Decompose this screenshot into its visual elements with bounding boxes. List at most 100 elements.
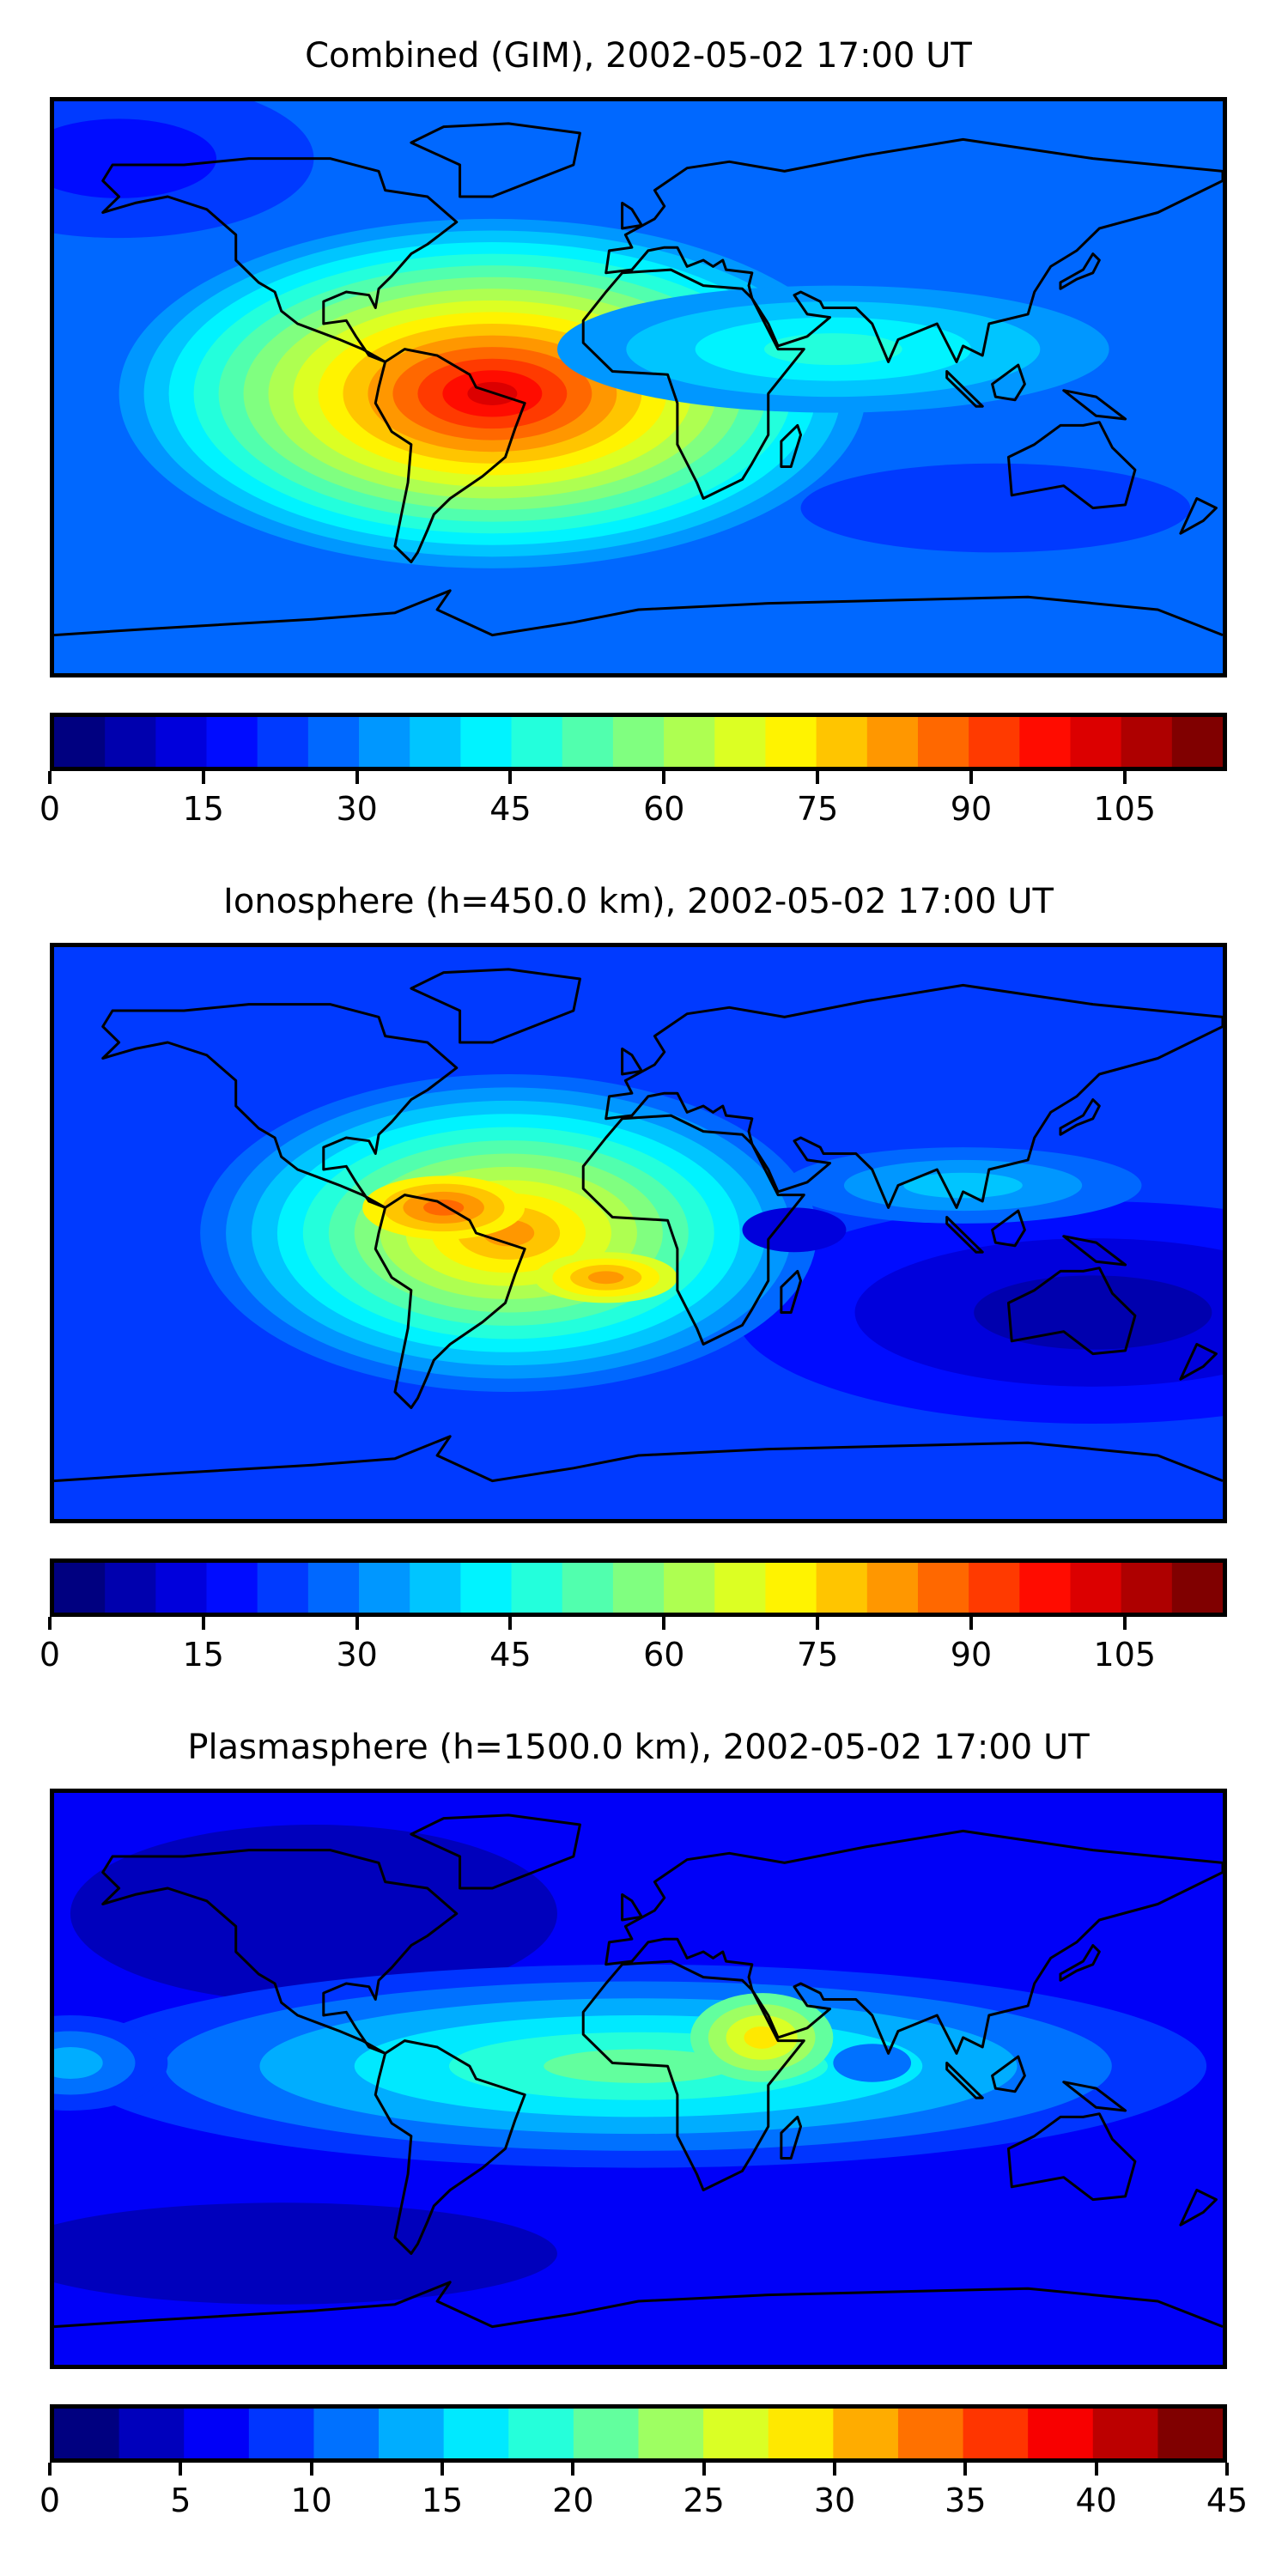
coastline-madagascar <box>781 1271 801 1312</box>
colorbar-segment <box>307 1563 360 1613</box>
contour-level <box>54 2047 103 2079</box>
colorbar-segment <box>612 1563 665 1613</box>
coastline-new-guinea <box>1064 2082 1126 2111</box>
colorbar-segment <box>1171 1563 1223 1613</box>
colorbar-tick <box>816 771 820 784</box>
panel-plasmasphere: Plasmasphere (h=1500.0 km), 2002-05-02 1… <box>0 1692 1288 2537</box>
colorbar-segment <box>562 717 614 767</box>
map-svg <box>54 1793 1223 2365</box>
colorbar-tick <box>662 771 666 784</box>
coastline-borneo <box>993 365 1025 400</box>
colorbar-segment <box>816 1563 868 1613</box>
colorbar-segment <box>248 2409 315 2458</box>
colorbar-segment <box>866 717 919 767</box>
colorbar-ticks: 0 15 30 45 60 75 90 105 <box>39 771 1227 828</box>
coastline-greenland <box>411 1815 580 1888</box>
chart-title: Plasmasphere (h=1500.0 km), 2002-05-02 1… <box>187 1728 1090 1767</box>
coastline-new-guinea <box>1064 391 1126 419</box>
colorbar-segment <box>1121 717 1173 767</box>
contour-level <box>544 2049 733 2083</box>
colorbar-segment <box>573 2409 640 2458</box>
colorbar-segment <box>866 1563 919 1613</box>
colorbar-segment <box>1070 717 1122 767</box>
colorbar-tick <box>571 2463 575 2476</box>
colorbar-tick <box>48 1617 52 1630</box>
colorbar-segment <box>703 2409 769 2458</box>
coastline-new-guinea <box>1064 1236 1126 1265</box>
coastline-sumatra <box>947 2063 983 2099</box>
coastline-antarctica <box>54 2282 1223 2327</box>
colorbar-tick <box>702 2463 706 2476</box>
colorbar-segment <box>664 717 715 767</box>
colorbar-segment <box>359 1563 410 1613</box>
colorbar-tick-label: 0 <box>39 2482 61 2519</box>
colorbar-segment <box>714 1563 767 1613</box>
map-svg <box>54 101 1223 673</box>
colorbar-tick-label: 60 <box>643 1636 685 1674</box>
colorbar-segment <box>155 717 208 767</box>
colorbar-tick <box>508 1617 513 1630</box>
map-plot <box>50 943 1227 1523</box>
colorbar-tick-label: 35 <box>945 2482 987 2519</box>
colorbar-tick-label: 15 <box>421 2482 464 2519</box>
coastline-australia <box>1008 2114 1134 2200</box>
colorbar-tick-label: 40 <box>1075 2482 1117 2519</box>
coastline-north-america <box>103 159 457 362</box>
coastline-new-zealand <box>1181 2190 1217 2226</box>
colorbar-segment <box>155 1563 208 1613</box>
contour-level <box>742 1207 847 1253</box>
colorbar-segment <box>443 2409 509 2458</box>
colorbar-segment <box>1019 717 1072 767</box>
colorbar-tick-label: 75 <box>796 1636 839 1674</box>
colorbar-segment <box>1157 2409 1223 2458</box>
colorbar-tick-label: 0 <box>39 790 61 828</box>
colorbar-tick-label: 15 <box>182 790 224 828</box>
colorbar-segment <box>313 2409 380 2458</box>
colorbar-tick <box>355 1617 359 1630</box>
colorbar-segment <box>257 717 309 767</box>
coastline-eurasia <box>606 139 1223 361</box>
colorbar-ticks: 0 5 10 15 20 25 30 35 40 45 <box>39 2463 1248 2519</box>
colorbar-svg <box>54 717 1223 767</box>
coastline-sumatra <box>947 372 983 407</box>
colorbar <box>50 1558 1227 1617</box>
colorbar-tick-label: 15 <box>182 1636 224 1674</box>
colorbar-segment <box>206 1563 258 1613</box>
colorbar-tick-label: 10 <box>290 2482 332 2519</box>
colorbar <box>50 2404 1227 2463</box>
colorbar-tick <box>508 771 513 784</box>
colorbar-tick-label: 60 <box>643 790 685 828</box>
colorbar-ticks: 0 15 30 45 60 75 90 105 <box>39 1617 1227 1674</box>
colorbar-segment <box>184 2409 250 2458</box>
contour-level <box>903 1172 1023 1199</box>
colorbar-tick <box>48 2463 52 2476</box>
colorbar-segment <box>969 717 1020 767</box>
colorbar-segment <box>1028 2409 1094 2458</box>
coastline-africa <box>583 1961 804 2190</box>
colorbar-segment <box>257 1563 309 1613</box>
colorbar <box>50 713 1227 771</box>
coastline-uk <box>623 1894 642 1920</box>
colorbar-segment <box>54 717 106 767</box>
coastline-south-america <box>375 2041 525 2254</box>
colorbar-tick <box>963 2463 968 2476</box>
colorbar-segment <box>1171 717 1223 767</box>
colorbar-segment <box>768 2409 835 2458</box>
colorbar-tick-label: 25 <box>683 2482 725 2519</box>
colorbar-tick-label: 45 <box>489 790 532 828</box>
colorbar-segment <box>638 2409 704 2458</box>
colorbar-tick-label: 30 <box>336 1636 378 1674</box>
colorbar-segment <box>765 717 817 767</box>
contour-level <box>54 118 216 198</box>
colorbar-segment <box>206 717 258 767</box>
colorbar-segment <box>816 717 868 767</box>
coastline-new-zealand <box>1181 499 1217 534</box>
colorbar-segment <box>1092 2409 1159 2458</box>
colorbar-tick-label: 90 <box>950 1636 993 1674</box>
colorbar-tick-label: 30 <box>336 790 378 828</box>
colorbar-tick-label: 5 <box>170 2482 191 2519</box>
colorbar-segment <box>307 717 360 767</box>
colorbar-segment <box>460 1563 513 1613</box>
colorbar-tick-label: 45 <box>1206 2482 1249 2519</box>
colorbar-tick <box>969 1617 973 1630</box>
